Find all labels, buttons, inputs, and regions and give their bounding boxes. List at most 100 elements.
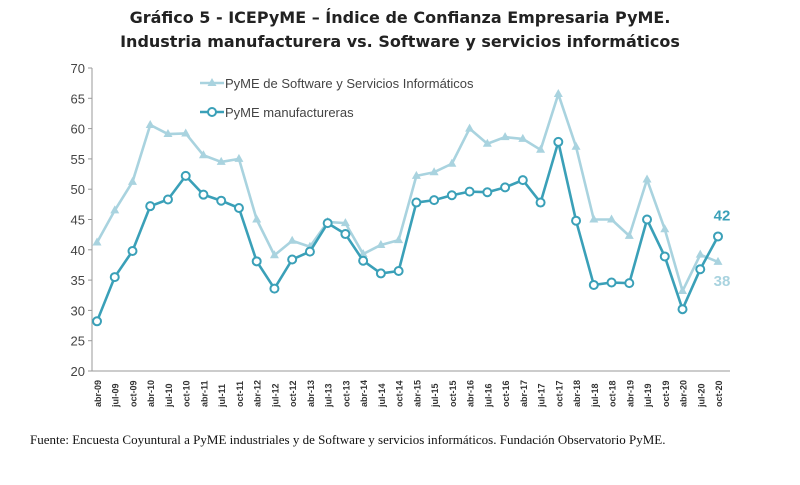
y-tick-label: 30 (71, 303, 85, 318)
x-tick-label: abr-18 (572, 380, 582, 407)
x-tick-label: oct-14 (395, 380, 405, 407)
data-point (358, 255, 369, 266)
x-tick-label: abr-20 (679, 380, 689, 407)
x-tick-label: abr-19 (625, 380, 635, 407)
y-tick-label: 45 (71, 213, 85, 228)
x-tick-label: jul-12 (270, 383, 280, 408)
data-point (553, 136, 564, 147)
source-note: Fuente: Encuesta Coyuntural a PyME indus… (30, 432, 666, 447)
data-point (677, 304, 688, 315)
legend-label: PyME de Software y Servicios Informático… (225, 76, 474, 91)
data-point (252, 214, 262, 223)
data-point (145, 119, 155, 128)
legend-marker (207, 107, 217, 117)
data-point (127, 176, 137, 185)
data-point (624, 230, 634, 239)
legend-label: PyME manufactureras (225, 105, 354, 120)
data-point (181, 128, 191, 137)
x-tick-label: oct-13 (341, 380, 351, 407)
x-tick-label: oct-17 (554, 380, 564, 407)
y-tick-label: 50 (71, 182, 85, 197)
end-label: 42 (714, 207, 731, 224)
data-point (92, 316, 102, 327)
data-point (340, 229, 351, 240)
data-point (127, 246, 138, 257)
x-tick-label: jul-15 (430, 383, 440, 408)
x-tick-label: oct-19 (661, 380, 671, 407)
data-point (198, 150, 208, 159)
x-tick-label: jul-09 (111, 383, 121, 408)
y-tick-label: 65 (71, 91, 85, 106)
data-point (660, 224, 670, 233)
data-point (180, 170, 191, 181)
data-point (588, 279, 599, 290)
data-point (713, 256, 723, 265)
x-tick-label: abr-15 (412, 380, 422, 407)
x-tick-label: oct-18 (608, 380, 618, 407)
chart-title: Gráfico 5 - ICEPyME – Índice de Confianz… (129, 8, 671, 27)
data-point (163, 129, 173, 138)
data-point (304, 246, 315, 257)
data-point (518, 133, 528, 142)
x-tick-label: oct-12 (288, 380, 298, 407)
x-tick-label: jul-18 (590, 383, 600, 408)
line-chart: 20 25 30 35 40 45 50 55 60 65 70 abr-09 jul-09 oct-09… (71, 61, 731, 408)
x-tick-label: jul-19 (643, 383, 653, 408)
data-point (553, 89, 563, 98)
x-tick-label: oct-10 (182, 380, 192, 407)
data-point (251, 256, 262, 267)
data-point (500, 132, 510, 141)
x-tick-label: jul-20 (696, 383, 706, 408)
data-point (517, 175, 528, 186)
data-point (287, 254, 298, 265)
series-line-software (95, 92, 719, 293)
y-tick-label: 60 (71, 122, 85, 137)
data-point (145, 201, 156, 212)
data-point (571, 141, 581, 150)
data-point (216, 156, 226, 165)
data-point (465, 123, 475, 132)
y-tick-label: 25 (71, 334, 85, 349)
data-point (535, 197, 546, 208)
data-point (695, 264, 706, 275)
x-tick-label: jul-11 (217, 384, 227, 408)
data-point (607, 214, 617, 223)
data-point (322, 218, 333, 229)
data-point (393, 266, 404, 277)
data-point (376, 239, 386, 248)
x-tick-label: abr-14 (359, 380, 369, 407)
data-point (216, 195, 227, 206)
data-point (589, 214, 599, 223)
x-tick-label: oct-16 (501, 380, 511, 407)
data-point (642, 214, 653, 225)
data-point (695, 249, 705, 258)
x-tick-label: abr-13 (306, 380, 316, 407)
chart-subtitle: Industria manufacturera vs. Software y s… (120, 32, 680, 51)
data-point (269, 283, 280, 294)
data-point (340, 218, 350, 227)
end-label: 38 (714, 273, 731, 290)
x-tick-label: jul-10 (164, 383, 174, 408)
x-tick-label: abr-11 (199, 380, 209, 407)
x-tick-label: abr-17 (519, 380, 529, 407)
data-point (446, 190, 457, 201)
x-tick-label: oct-09 (128, 380, 138, 407)
data-point (233, 202, 244, 213)
data-point (375, 268, 386, 279)
data-point (394, 235, 404, 244)
x-tick-label: jul-14 (377, 383, 387, 408)
x-tick-label: jul-17 (537, 383, 547, 408)
data-point (571, 215, 582, 226)
data-point (411, 170, 421, 179)
data-point (198, 189, 209, 200)
y-tick-label: 55 (71, 152, 85, 167)
data-point (234, 153, 244, 162)
x-tick-label: abr-09 (93, 380, 103, 407)
data-point (287, 235, 297, 244)
data-point (678, 286, 688, 295)
data-point (606, 277, 617, 288)
y-tick-label: 40 (71, 243, 85, 258)
data-point (624, 278, 635, 289)
x-tick-label: oct-20 (714, 380, 724, 407)
legend-marker (207, 78, 217, 86)
